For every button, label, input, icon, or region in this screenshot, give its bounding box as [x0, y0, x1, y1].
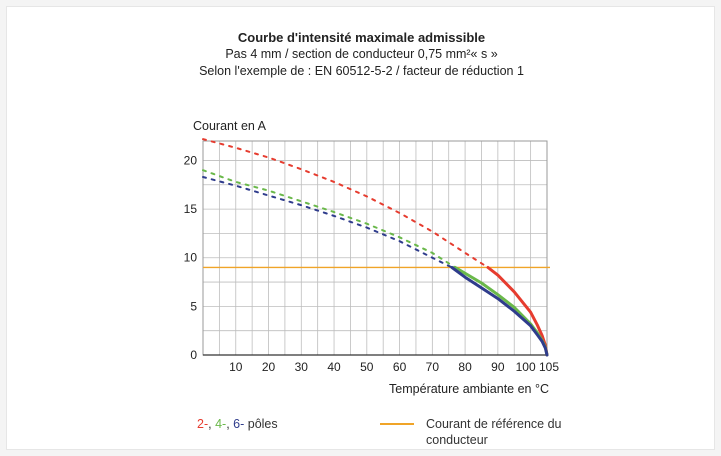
- series-dashed-line-1: [202, 169, 457, 269]
- y-tick-label: 20: [184, 153, 198, 167]
- legend-pole-text: 4-: [215, 417, 227, 431]
- tick-labels: 0 5 10 15 20 10 20 30 40 50 60 70 80 90 100 105: [184, 153, 560, 374]
- y-tick-label: 0: [190, 348, 197, 362]
- x-tick-label: 30: [295, 360, 309, 374]
- y-tick-label: 10: [184, 251, 198, 265]
- legend-poles: 2-, 4-, 6- pôles: [197, 416, 278, 432]
- series-dashed-line-2: [202, 176, 453, 269]
- x-tick-label: 100: [516, 360, 536, 374]
- chart-title: Courbe d'intensité maximale admissible: [237, 30, 486, 45]
- y-tick-label: 5: [190, 299, 197, 313]
- x-tick-label: 50: [360, 360, 374, 374]
- x-tick-label: 10: [229, 360, 243, 374]
- plot-frame: [202, 140, 548, 356]
- grid: [202, 140, 548, 356]
- chart-subtitle-2: Selon l'exemple de : EN 60512-5-2 / fact…: [199, 64, 524, 78]
- chart-canvas: Courant en A Température ambiante en °C …: [184, 119, 560, 425]
- x-axis-label: Température ambiante en °C: [389, 382, 549, 396]
- y-tick-label: 15: [184, 202, 198, 216]
- x-tick-label: 80: [458, 360, 472, 374]
- series-dashed-line-0: [202, 138, 489, 269]
- series-group: [202, 138, 549, 357]
- legend-pole-text: 6-: [233, 417, 245, 431]
- chart-subtitle-1: Pas 4 mm / section de conducteur 0,75 mm…: [225, 47, 498, 61]
- series-solid-line-2: [450, 266, 549, 357]
- y-axis-label: Courant en A: [193, 119, 267, 133]
- x-tick-label: 60: [393, 360, 407, 374]
- chart-card: Courbe d'intensité maximale admissible P…: [6, 6, 715, 450]
- chart-titles: Courbe d'intensité maximale admissible P…: [7, 29, 716, 80]
- legend-reference: Courant de référence du conducteur: [426, 416, 562, 448]
- legend-pole-text: pôles: [244, 417, 278, 431]
- legend-pole-text: ,: [226, 417, 234, 431]
- x-tick-label: 70: [426, 360, 440, 374]
- legend-pole-text: 2-: [197, 417, 209, 431]
- x-tick-label: 20: [262, 360, 276, 374]
- legend-reference-line1: Courant de référence du: [426, 417, 562, 431]
- x-tick-label: 105: [539, 360, 559, 374]
- x-tick-label: 90: [491, 360, 505, 374]
- x-tick-label: 40: [327, 360, 341, 374]
- legend-reference-line2: conducteur: [426, 433, 488, 447]
- legend-pole-text: ,: [208, 417, 216, 431]
